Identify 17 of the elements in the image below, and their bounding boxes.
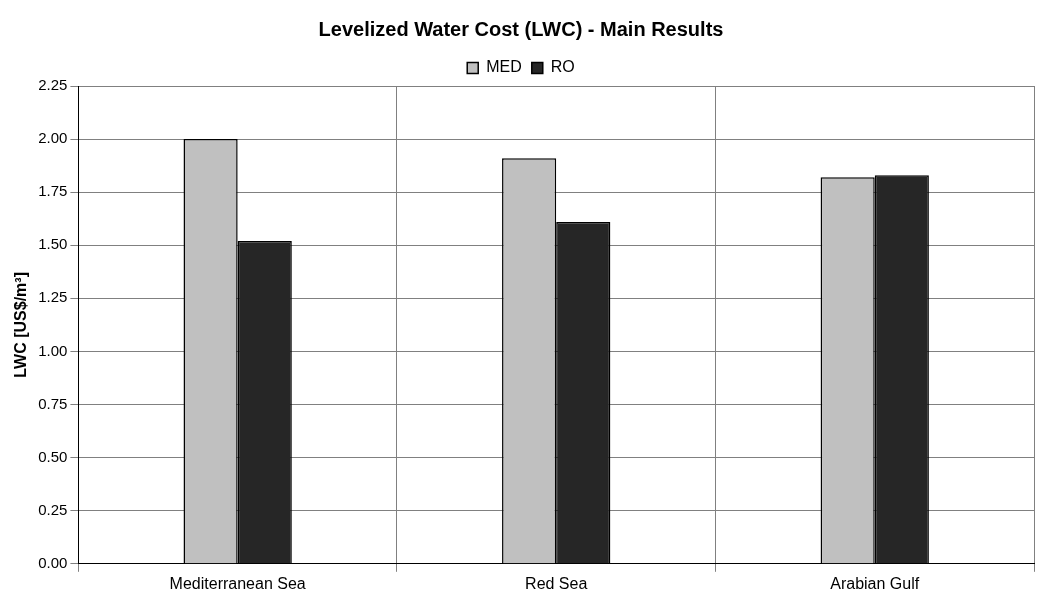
x-tick-label: Red Sea <box>525 574 588 592</box>
legend-label: MED <box>486 58 522 76</box>
y-tick-label: 0.00 <box>38 553 68 571</box>
chart-title: Levelized Water Cost (LWC) - Main Results <box>318 17 724 40</box>
y-tick-label: 2.00 <box>38 129 68 147</box>
y-tick-label: 1.50 <box>38 235 68 253</box>
y-tick-label: 0.50 <box>38 447 68 465</box>
y-tick-label: 0.75 <box>38 394 68 412</box>
legend-label: RO <box>550 58 575 76</box>
y-tick-label: 1.25 <box>38 288 68 306</box>
y-tick-label: 0.25 <box>38 500 68 518</box>
y-axis-title: LWC [US$/m³] <box>12 272 30 378</box>
y-tick-label: 2.25 <box>38 76 68 94</box>
y-tick-label: 1.00 <box>38 341 68 359</box>
x-tick-label: Arabian Gulf <box>830 574 920 592</box>
x-tick-label: Mediterranean Sea <box>169 574 306 592</box>
y-tick-label: 1.75 <box>38 182 68 200</box>
